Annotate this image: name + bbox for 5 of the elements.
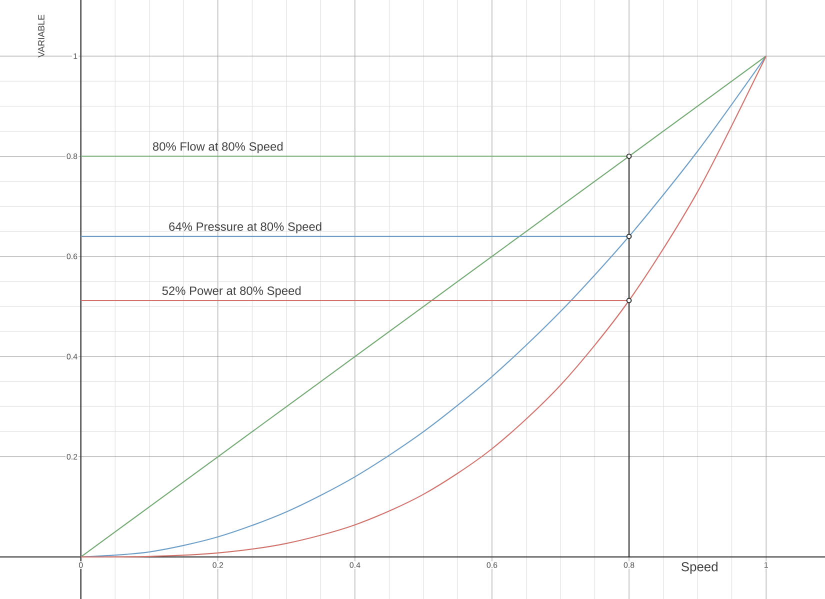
annotation: 80% Flow at 80% Speed (152, 142, 283, 154)
annotation: 64% Pressure at 80% Speed (169, 222, 322, 234)
annotation: 52% Power at 80% Speed (162, 286, 301, 298)
y-axis-title: VARIABLE (38, 14, 44, 58)
x-axis-title: Speed (681, 562, 718, 574)
